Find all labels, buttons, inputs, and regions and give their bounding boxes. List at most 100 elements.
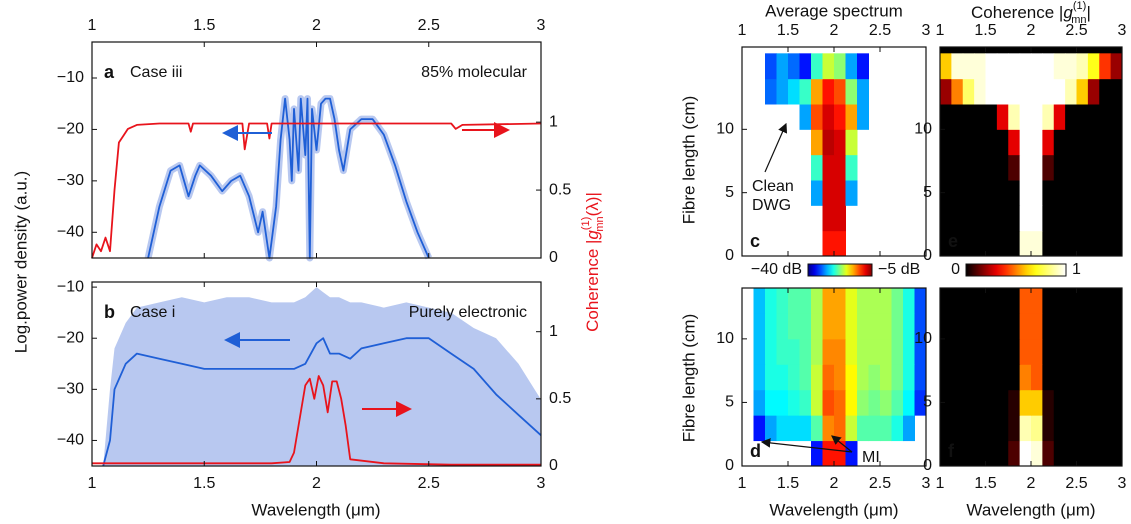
heatmap-cell bbox=[1065, 154, 1077, 181]
heatmap-cell bbox=[903, 415, 915, 442]
heatmap-cell bbox=[857, 389, 869, 416]
heatmap-cell bbox=[776, 389, 789, 416]
heatmap-cell bbox=[753, 338, 766, 365]
heatmap-cell bbox=[951, 53, 964, 80]
plot-frame bbox=[939, 287, 1123, 467]
heatmap-cell bbox=[1031, 440, 1043, 467]
panel-title: Average spectrum bbox=[765, 1, 903, 20]
heatmap-cell bbox=[1053, 389, 1066, 416]
label-part: | bbox=[1087, 3, 1091, 22]
heatmap-cell bbox=[974, 338, 986, 365]
heatmap-cell bbox=[951, 313, 964, 340]
heatmap-cell bbox=[1042, 230, 1055, 257]
heatmap-cell bbox=[1042, 180, 1055, 206]
heatmap-cell bbox=[1076, 230, 1089, 257]
heatmap-cell bbox=[788, 415, 800, 442]
heatmap-cell bbox=[1087, 154, 1100, 181]
heatmap-cell bbox=[857, 313, 869, 340]
heatmap-cell bbox=[765, 389, 777, 416]
heatmap-cell bbox=[962, 415, 975, 442]
heatmap-cell bbox=[1053, 154, 1066, 181]
heatmap-cell bbox=[940, 53, 952, 80]
heatmap-cell bbox=[951, 364, 964, 391]
heatmap-cell bbox=[974, 154, 986, 181]
heatmap-cell bbox=[776, 313, 789, 340]
heatmap-cell bbox=[1087, 205, 1100, 232]
heatmap-cell bbox=[845, 53, 858, 80]
heatmap-cell bbox=[1065, 104, 1077, 130]
plot-frame bbox=[741, 46, 927, 257]
heatmap-cell bbox=[996, 154, 1009, 181]
heatmap-cell bbox=[914, 364, 927, 391]
heatmap-cell bbox=[1087, 389, 1100, 416]
heatmap-cell bbox=[974, 364, 986, 391]
heatmap-cell bbox=[1076, 313, 1089, 340]
label-part: (λ)| bbox=[583, 192, 602, 216]
heatmap-cell bbox=[1031, 104, 1043, 130]
heatmap-cell bbox=[834, 338, 846, 365]
heatmap-cell bbox=[822, 230, 835, 257]
heatmap-cell bbox=[1008, 338, 1021, 365]
heatmap-cell bbox=[985, 440, 998, 467]
panel-letter: e bbox=[948, 231, 958, 251]
heatmap-cell bbox=[1110, 104, 1123, 130]
heatmap-cell bbox=[974, 104, 986, 130]
annotation: Clean bbox=[752, 178, 794, 195]
heatmap-cell bbox=[834, 313, 846, 340]
heatmap-cell bbox=[940, 180, 952, 206]
heatmap-cell bbox=[1099, 288, 1112, 314]
heatmap-cell bbox=[1110, 180, 1123, 206]
heatmap-cell bbox=[1008, 440, 1021, 467]
heatmap-cell bbox=[799, 338, 812, 365]
heatmap-cell bbox=[891, 288, 904, 314]
heatmap-cell bbox=[1042, 440, 1055, 467]
heatmap-cell bbox=[962, 154, 975, 181]
heatmap-cell bbox=[891, 389, 904, 416]
heatmap-cell bbox=[1110, 154, 1123, 181]
heatmap-cell bbox=[1008, 180, 1021, 206]
heatmap-cell bbox=[1087, 53, 1100, 80]
x-tick-label: 3 bbox=[922, 475, 931, 492]
heatmap-cell bbox=[1019, 364, 1032, 391]
heatmap-cell bbox=[1031, 53, 1043, 80]
heatmap-cell bbox=[834, 180, 846, 206]
heatmap-cell bbox=[1076, 364, 1089, 391]
heatmap-cell bbox=[1110, 129, 1123, 156]
heatmap-cell bbox=[822, 129, 835, 156]
heatmap-cell bbox=[974, 205, 986, 232]
heatmap-cell bbox=[857, 104, 869, 130]
x-tick-label: 3 bbox=[922, 22, 931, 39]
heatmap-cell bbox=[1065, 364, 1077, 391]
heatmap-cell bbox=[1031, 313, 1043, 340]
heatmap-cell bbox=[845, 313, 858, 340]
heatmap-cell bbox=[1053, 78, 1066, 105]
heatmap-cell bbox=[845, 180, 858, 206]
heatmap-cell bbox=[822, 338, 835, 365]
heatmap-cell bbox=[788, 389, 800, 416]
heatmap-cell bbox=[891, 364, 904, 391]
y-tick-label: −30 bbox=[57, 381, 84, 398]
heatmap-cell bbox=[1087, 338, 1100, 365]
heatmap-cell bbox=[974, 129, 986, 156]
heatmap-cell bbox=[1053, 338, 1066, 365]
heatmap-cell bbox=[868, 313, 881, 340]
heatmap-cell bbox=[891, 415, 904, 442]
heatmap-cell bbox=[1008, 104, 1021, 130]
heatmap-cell bbox=[951, 230, 964, 257]
heatmap-cell bbox=[1076, 129, 1089, 156]
heatmap-cell bbox=[1053, 230, 1066, 257]
heatmap-cell bbox=[1065, 338, 1077, 365]
heatmap-cell bbox=[880, 288, 892, 314]
heatmap-cell bbox=[868, 288, 881, 314]
heatmap-cell bbox=[811, 154, 823, 181]
heatmap-cell bbox=[1042, 104, 1055, 130]
heatmap-cell bbox=[1110, 415, 1123, 442]
x-tick-label: 3 bbox=[537, 475, 546, 492]
heatmap-cell bbox=[1099, 78, 1112, 105]
heatmap-cell bbox=[880, 389, 892, 416]
heatmap-cell bbox=[1031, 180, 1043, 206]
label-part: (1) bbox=[1073, 0, 1086, 12]
y-tick-label: −20 bbox=[57, 329, 84, 346]
heatmap-cell bbox=[1110, 364, 1123, 391]
heatmap-cell bbox=[811, 129, 823, 156]
